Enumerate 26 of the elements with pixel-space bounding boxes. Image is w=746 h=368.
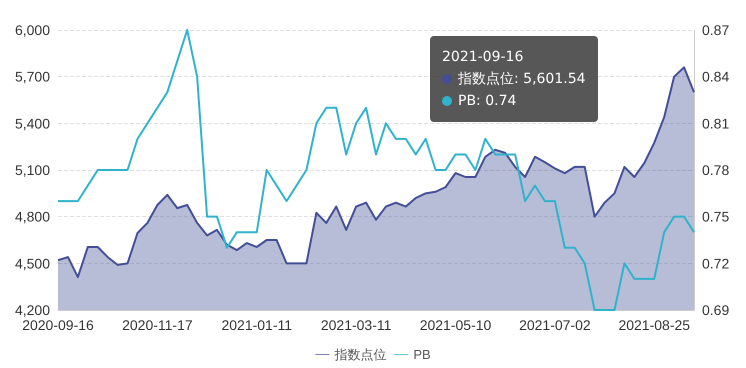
- y2-tick-label: 0.78: [702, 162, 730, 178]
- legend-label: 指数点位: [333, 347, 386, 362]
- x-tick-label: 2020-11-17: [122, 317, 193, 333]
- y-tick-label: 4,200: [14, 302, 50, 318]
- y2-tick-label: 0.75: [702, 208, 730, 225]
- y2-tick-label: 0.69: [702, 302, 730, 318]
- y-tick-label: 4,500: [14, 255, 50, 272]
- x-tick-label: 2020-09-16: [22, 317, 94, 333]
- x-tick-label: 2021-03-11: [320, 317, 392, 333]
- y-tick-label: 6,000: [14, 22, 50, 38]
- y-tick-label: 4,800: [14, 208, 50, 225]
- y-tick-label: 5,400: [14, 115, 50, 132]
- y-tick-label: 5,700: [14, 68, 50, 85]
- annotation: 2021-09-16: [442, 48, 524, 67]
- x-tick-label: 2021-07-02: [519, 317, 591, 333]
- y2-tick-label: 0.84: [702, 68, 730, 85]
- x-tick-label: 2021-05-10: [420, 317, 492, 333]
- y2-tick-label: 0.87: [702, 22, 730, 38]
- y2-tick-label: 0.72: [702, 255, 730, 272]
- annotation: PB: 0.74: [457, 92, 518, 111]
- annotation: 指数点位: 5,601.54: [457, 70, 586, 89]
- legend-label: PB: [413, 347, 431, 362]
- y2-tick-label: 0.81: [702, 115, 730, 132]
- y-tick-label: 5,100: [14, 162, 50, 178]
- x-tick-label: 2021-08-25: [618, 317, 690, 333]
- x-tick-label: 2021-01-11: [221, 317, 292, 333]
